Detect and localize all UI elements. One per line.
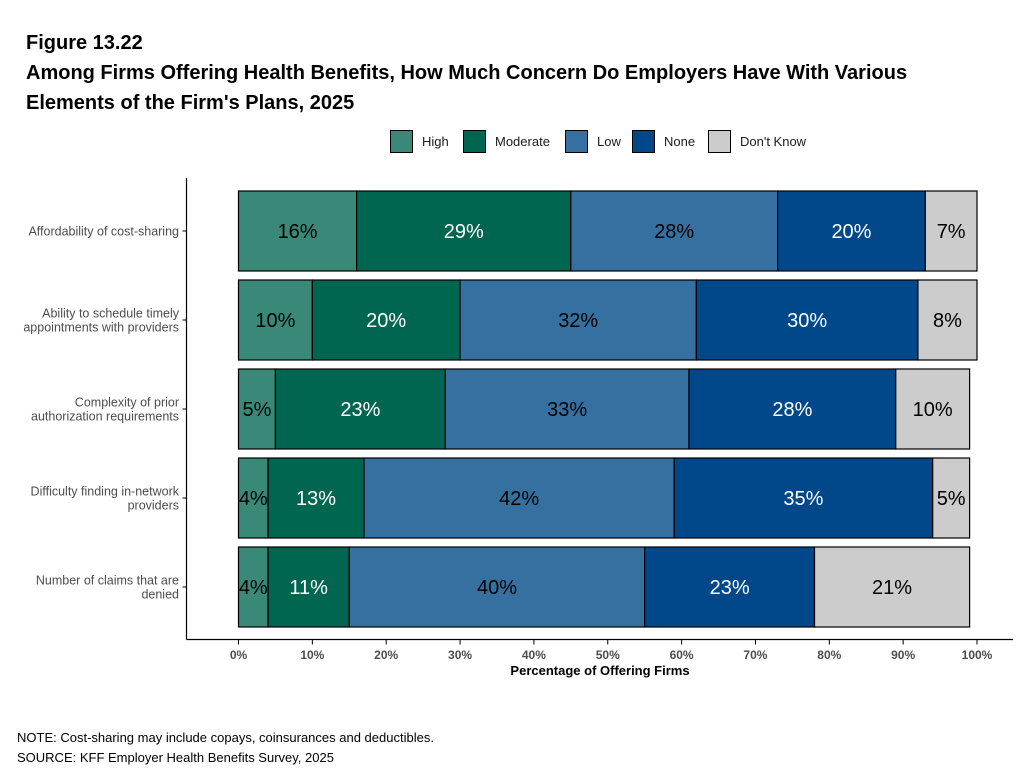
bar-segment-high-3 bbox=[237, 457, 269, 539]
bar-segment-don-t-know-0 bbox=[924, 190, 978, 272]
chart-title-line-1: Among Firms Offering Health Benefits, Ho… bbox=[26, 62, 908, 84]
bar-segment-high-0 bbox=[237, 190, 358, 272]
y-tick-label: Number of claims that are bbox=[36, 574, 179, 588]
bar-segment-high-1 bbox=[237, 279, 313, 361]
legend-swatch-high bbox=[390, 129, 413, 153]
bar-segment-low-4 bbox=[348, 546, 646, 628]
y-tick-label: Difficulty finding in-network bbox=[31, 485, 180, 499]
data-label: 10% bbox=[255, 310, 295, 332]
data-label: 20% bbox=[831, 221, 871, 243]
y-tick-label: providers bbox=[128, 499, 179, 513]
stacked-bar-chart: 16% 29% 28% 20% 7% Affordability of cost-shar… bbox=[23, 178, 1013, 678]
legend-label-high: High bbox=[422, 133, 449, 149]
x-tick-label: 80% bbox=[817, 648, 841, 662]
data-label: 29% bbox=[444, 221, 484, 243]
data-label: 28% bbox=[772, 399, 812, 421]
x-tick-label: 40% bbox=[522, 648, 546, 662]
bar-segment-none-1 bbox=[695, 279, 919, 361]
chart-title-line-2: Elements of the Firm's Plans, 2025 bbox=[26, 92, 355, 114]
legend-item-high: High bbox=[390, 128, 449, 154]
data-label: 7% bbox=[937, 221, 966, 243]
bar-segment-don-t-know-2 bbox=[895, 368, 971, 450]
legend-swatch-none bbox=[632, 129, 655, 153]
bar-segment-none-3 bbox=[673, 457, 934, 539]
bar-segment-low-3 bbox=[363, 457, 675, 539]
legend-item-moderate: Moderate bbox=[463, 128, 550, 154]
legend-item-none: None bbox=[632, 128, 695, 154]
y-tick-label: Affordability of cost-sharing bbox=[28, 225, 179, 239]
bar-segment-none-4 bbox=[644, 546, 816, 628]
data-label: 5% bbox=[937, 488, 966, 510]
x-tick-label: 0% bbox=[230, 648, 248, 662]
x-axis-title: Percentage of Offering Firms bbox=[510, 663, 689, 678]
legend-swatch-low bbox=[565, 129, 588, 153]
x-tick-label: 30% bbox=[448, 648, 472, 662]
data-label: 28% bbox=[654, 221, 694, 243]
data-label: 40% bbox=[477, 577, 517, 599]
bar-segment-moderate-4 bbox=[267, 546, 350, 628]
bar-segment-none-2 bbox=[688, 368, 897, 450]
x-tick-label: 90% bbox=[891, 648, 915, 662]
data-label: 4% bbox=[239, 488, 268, 510]
x-tick-label: 50% bbox=[596, 648, 620, 662]
legend-label-low: Low bbox=[597, 133, 621, 149]
y-tick-label: appointments with providers bbox=[23, 321, 179, 335]
legend-item-dont-know: Don't Know bbox=[708, 128, 806, 154]
bar-segment-don-t-know-3 bbox=[932, 457, 971, 539]
data-label: 4% bbox=[239, 577, 268, 599]
legend-swatch-dont-know bbox=[708, 129, 731, 153]
data-label: 42% bbox=[499, 488, 539, 510]
bar-segment-moderate-3 bbox=[267, 457, 365, 539]
y-tick-label: Ability to schedule timely bbox=[42, 307, 180, 321]
footnote: NOTE: Cost-sharing may include copays, c… bbox=[17, 730, 434, 745]
figure-label: Figure 13.22 bbox=[26, 32, 143, 54]
data-label: 11% bbox=[289, 577, 328, 599]
legend: High Moderate Low None Don't Know bbox=[0, 128, 1023, 154]
data-label: 35% bbox=[783, 488, 823, 510]
bar-segment-moderate-0 bbox=[356, 190, 572, 272]
x-tick-label: 70% bbox=[743, 648, 767, 662]
bar-segment-low-1 bbox=[459, 279, 697, 361]
legend-label-moderate: Moderate bbox=[495, 133, 550, 149]
bar-segment-don-t-know-4 bbox=[813, 546, 971, 628]
y-tick-label: Complexity of prior bbox=[75, 396, 179, 410]
data-label: 21% bbox=[872, 577, 912, 599]
bar-segment-moderate-1 bbox=[311, 279, 461, 361]
x-tick-label: 10% bbox=[300, 648, 324, 662]
data-label: 30% bbox=[787, 310, 827, 332]
x-tick-label: 60% bbox=[670, 648, 694, 662]
x-tick-label: 100% bbox=[962, 648, 993, 662]
legend-swatch-moderate bbox=[463, 129, 486, 153]
data-label: 16% bbox=[278, 221, 318, 243]
bar-segment-high-4 bbox=[237, 546, 269, 628]
data-label: 5% bbox=[243, 399, 272, 421]
bar-segment-low-0 bbox=[570, 190, 779, 272]
data-label: 20% bbox=[366, 310, 406, 332]
bar-segment-don-t-know-1 bbox=[917, 279, 978, 361]
source-note: SOURCE: KFF Employer Health Benefits Sur… bbox=[17, 750, 334, 765]
data-label: 8% bbox=[933, 310, 962, 332]
x-tick-label: 20% bbox=[374, 648, 398, 662]
legend-label-none: None bbox=[664, 133, 696, 149]
data-label: 23% bbox=[340, 399, 380, 421]
data-label: 23% bbox=[710, 577, 750, 599]
y-tick-label: authorization requirements bbox=[31, 410, 179, 424]
data-label: 13% bbox=[296, 488, 336, 510]
data-label: 10% bbox=[913, 399, 953, 421]
bar-segment-low-2 bbox=[444, 368, 690, 450]
data-label: 32% bbox=[558, 310, 598, 332]
data-label: 33% bbox=[547, 399, 587, 421]
legend-label-dont-know: Don't Know bbox=[740, 133, 807, 149]
y-tick-label: denied bbox=[141, 588, 179, 602]
legend-item-low: Low bbox=[565, 128, 621, 154]
